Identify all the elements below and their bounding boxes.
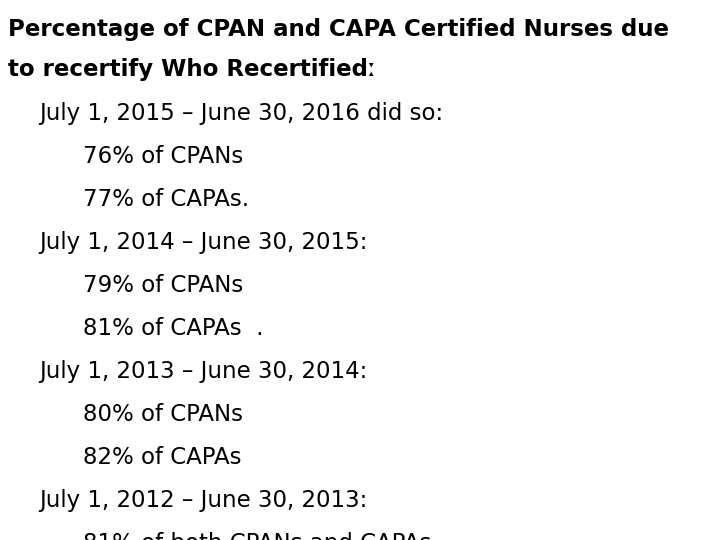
Text: 81% of both CPANs and CAPAs: 81% of both CPANs and CAPAs [83, 532, 431, 540]
Text: 82% of CAPAs: 82% of CAPAs [83, 446, 241, 469]
Text: 81% of CAPAs  .: 81% of CAPAs . [83, 317, 264, 340]
Text: July 1, 2015 – June 30, 2016 did so:: July 1, 2015 – June 30, 2016 did so: [40, 102, 444, 125]
Text: July 1, 2014 – June 30, 2015:: July 1, 2014 – June 30, 2015: [40, 231, 368, 254]
Text: to recertify Who Recertifiedː: to recertify Who Recertifiedː [8, 58, 376, 81]
Text: 77% of CAPAs.: 77% of CAPAs. [83, 188, 249, 211]
Text: July 1, 2012 – June 30, 2013:: July 1, 2012 – June 30, 2013: [40, 489, 368, 512]
Text: 76% of CPANs: 76% of CPANs [83, 145, 243, 168]
Text: 80% of CPANs: 80% of CPANs [83, 403, 243, 426]
Text: Percentage of CPAN and CAPA Certified Nurses due: Percentage of CPAN and CAPA Certified Nu… [8, 18, 669, 41]
Text: July 1, 2013 – June 30, 2014:: July 1, 2013 – June 30, 2014: [40, 360, 368, 383]
Text: 79% of CPANs: 79% of CPANs [83, 274, 243, 297]
